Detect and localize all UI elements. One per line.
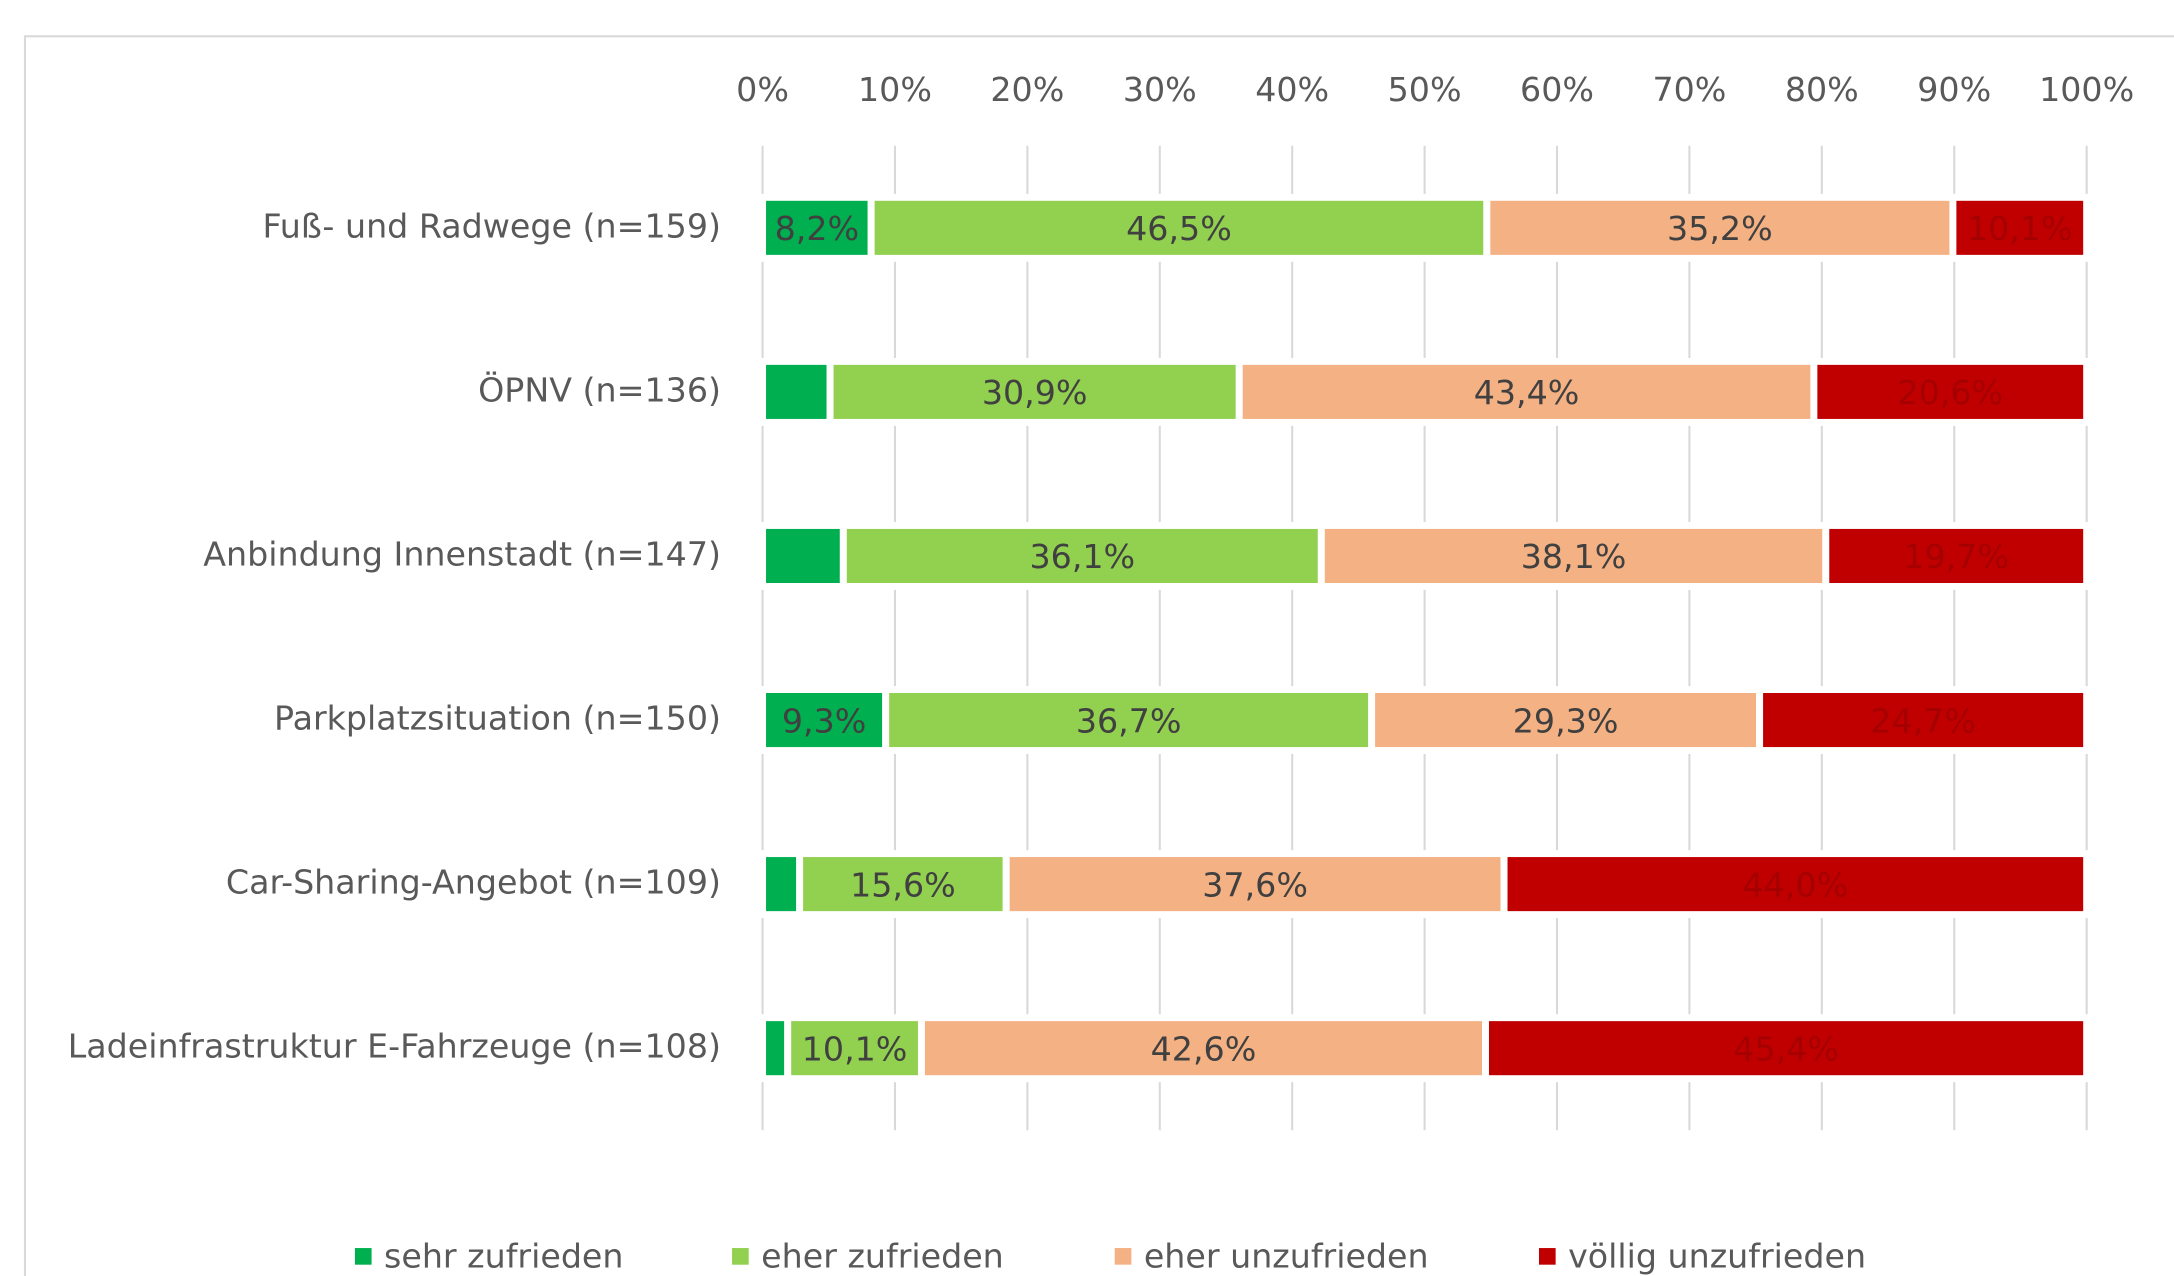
x-tick-label: 30% <box>1123 70 1197 109</box>
legend-label: völlig unzufrieden <box>1568 1236 1866 1275</box>
bar-segment <box>759 521 847 590</box>
data-label: 36,7% <box>1076 701 1182 740</box>
data-label: 36,1% <box>1029 537 1135 576</box>
legend-label: sehr zufrieden <box>384 1236 623 1275</box>
legend-label: eher zufrieden <box>761 1236 1004 1275</box>
x-tick-label: 90% <box>1917 70 1991 109</box>
y-tick-label: ÖPNV (n=136) <box>478 369 721 409</box>
x-tick-label: 70% <box>1652 70 1726 109</box>
bar-segment <box>759 686 890 755</box>
legend-label: eher unzufrieden <box>1144 1236 1429 1275</box>
data-label: 8,2% <box>775 209 860 248</box>
x-tick-label: 10% <box>858 70 932 109</box>
legend-swatch <box>1114 1248 1132 1265</box>
y-tick-label: Fuß- und Radwege (n=159) <box>262 206 721 245</box>
bar-segment <box>759 850 804 919</box>
data-label: 9,3% <box>782 701 867 740</box>
bar-segment <box>759 1014 792 1083</box>
bar-segment <box>1235 357 1818 426</box>
data-label: 42,6% <box>1151 1029 1257 1068</box>
data-label: 19,7% <box>1903 537 2009 576</box>
bar-segment <box>882 686 1376 755</box>
bar-segment <box>759 357 834 426</box>
x-tick-label: 60% <box>1520 70 1594 109</box>
bar-segment <box>796 850 1010 919</box>
x-tick-label: 0% <box>736 70 789 109</box>
bar-segment <box>1317 521 1830 590</box>
data-label: 24,7% <box>1870 701 1976 740</box>
bar-segment <box>1482 1014 2091 1083</box>
bar-segment <box>1822 521 2091 590</box>
data-label: 35,2% <box>1667 209 1773 248</box>
data-label: 43,4% <box>1474 373 1580 412</box>
y-tick-label: Car-Sharing-Angebot (n=109) <box>226 863 721 902</box>
x-tick-label: 50% <box>1388 70 1462 109</box>
data-label: 20,6% <box>1897 373 2003 412</box>
bar-segment <box>1483 193 1957 262</box>
data-label: 10,1% <box>802 1029 908 1068</box>
data-label: 29,3% <box>1513 701 1619 740</box>
legend-swatch <box>1538 1248 1556 1265</box>
data-label: 45,4% <box>1733 1029 1839 1068</box>
x-tick-label: 20% <box>990 70 1064 109</box>
y-tick-label: Ladeinfrastruktur E-Fahrzeuge (n=108) <box>68 1027 721 1066</box>
legend-swatch <box>354 1248 372 1265</box>
data-label: 37,6% <box>1202 865 1308 904</box>
data-label: 44,0% <box>1743 865 1849 904</box>
x-tick-label: 40% <box>1255 70 1329 109</box>
data-label: 10,1% <box>1967 209 2073 248</box>
x-tick-label: 80% <box>1785 70 1859 109</box>
bar-segment <box>1500 850 2091 919</box>
y-tick-label: Anbindung Innenstadt (n=147) <box>203 534 721 573</box>
bar-segment <box>1756 686 2091 755</box>
data-label: 30,9% <box>982 373 1088 412</box>
y-tick-label: Parkplatzsituation (n=150) <box>274 699 721 738</box>
x-tick-label: 100% <box>2039 70 2134 109</box>
bar-segment <box>839 521 1325 590</box>
bar-segment <box>867 193 1491 262</box>
bar-segment <box>1810 357 2091 426</box>
legend-swatch <box>732 1248 749 1265</box>
data-label: 15,6% <box>850 865 956 904</box>
data-label: 46,5% <box>1126 209 1232 248</box>
bar-segment <box>1949 193 2091 262</box>
data-label: 38,1% <box>1521 537 1627 576</box>
